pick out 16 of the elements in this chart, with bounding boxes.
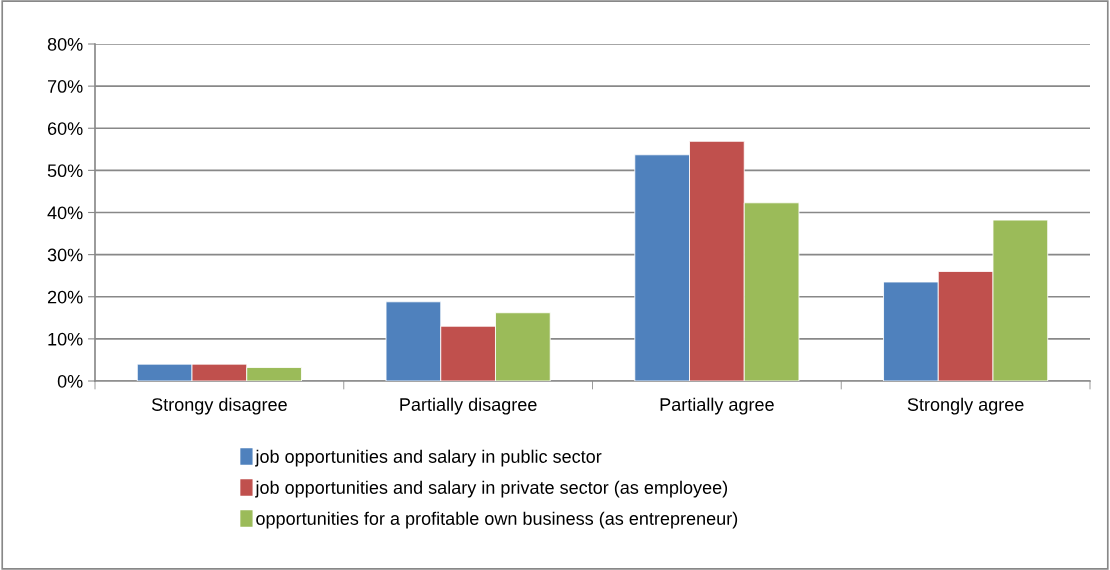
legend-label: opportunities for a profitable own business (as entrepreneur)	[256, 511, 738, 529]
y-tick-label: 50%	[47, 164, 83, 178]
legend-label: job opportunities and salary in private sector (as employee)	[255, 480, 728, 498]
x-tick-label: Strongy disagree	[151, 397, 287, 415]
y-tick-label: 0%	[57, 374, 83, 388]
x-tick-label: Partially disagree	[400, 397, 537, 415]
y-tick-label: 20%	[47, 290, 83, 304]
x-tick-label: Strongly agree	[907, 397, 1024, 415]
y-tick-label: 10%	[48, 332, 83, 346]
y-tick-label: 30%	[47, 248, 83, 262]
y-tick-label: 40%	[47, 206, 83, 220]
y-tick-label: 80%	[47, 37, 83, 51]
legend-label: job opportunities and salary in public sector	[255, 449, 602, 467]
y-tick-label: 70%	[47, 80, 83, 93]
y-tick-label: 60%	[47, 122, 83, 135]
x-tick-label: Partially agree	[660, 397, 774, 415]
